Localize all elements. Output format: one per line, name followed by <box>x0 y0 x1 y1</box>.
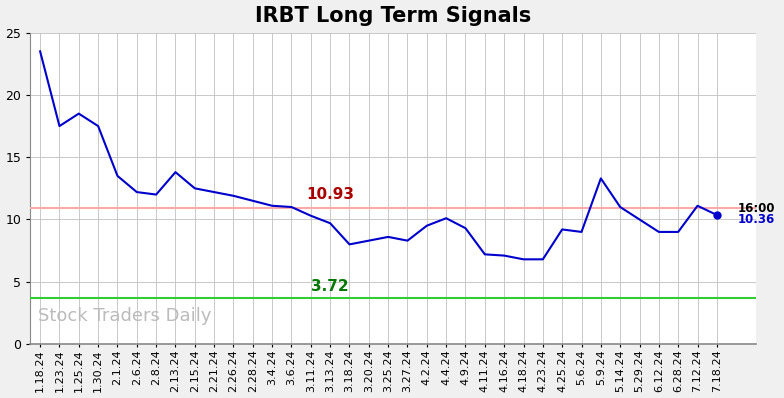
Text: 10.36: 10.36 <box>738 213 775 226</box>
Text: Stock Traders Daily: Stock Traders Daily <box>38 307 211 325</box>
Text: 16:00: 16:00 <box>738 202 775 215</box>
Title: IRBT Long Term Signals: IRBT Long Term Signals <box>255 6 531 25</box>
Text: 3.72: 3.72 <box>311 279 349 294</box>
Text: 10.93: 10.93 <box>307 187 354 202</box>
